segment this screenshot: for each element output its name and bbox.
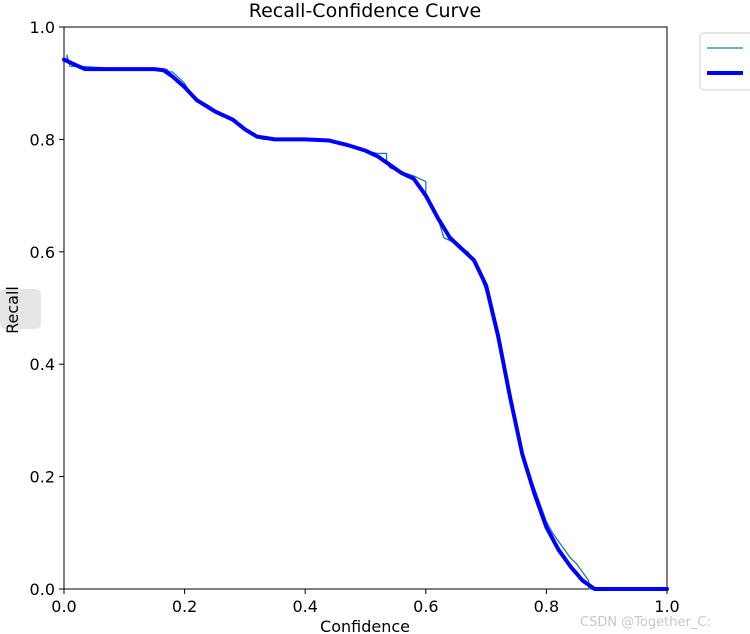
y-tick-label: 0.0 bbox=[30, 580, 55, 599]
x-tick-label: 0.6 bbox=[413, 597, 438, 616]
x-tick-label: 0.4 bbox=[292, 597, 317, 616]
series-line-thick bbox=[62, 57, 669, 591]
y-axis-label-highlight bbox=[0, 289, 41, 329]
y-tick-label: 0.8 bbox=[30, 130, 55, 149]
y-tick-label: 0.2 bbox=[30, 468, 55, 487]
x-tick-label: 0.2 bbox=[172, 597, 197, 616]
plot-area-frame bbox=[63, 26, 668, 590]
y-axis-label: Recall bbox=[3, 286, 22, 334]
x-tick-label: 0.0 bbox=[51, 597, 76, 616]
chart-title: Recall-Confidence Curve bbox=[249, 0, 481, 22]
series-layer bbox=[62, 54, 669, 591]
y-tick-label: 0.6 bbox=[30, 243, 55, 262]
x-tick-label: 1.0 bbox=[654, 597, 679, 616]
y-tick-label: 1.0 bbox=[30, 18, 55, 37]
x-tick-label: 0.8 bbox=[534, 597, 559, 616]
legend-box bbox=[699, 32, 750, 91]
x-axis-label: Confidence bbox=[320, 617, 410, 634]
y-tick-label: 0.4 bbox=[30, 355, 55, 374]
y-axis-ticks: 0.0 0.2 0.4 0.6 0.8 1.0 bbox=[30, 18, 64, 599]
watermark-text: CSDN @Together_C: bbox=[580, 615, 711, 630]
x-axis-ticks: 0.0 0.2 0.4 0.6 0.8 1.0 bbox=[51, 589, 680, 616]
